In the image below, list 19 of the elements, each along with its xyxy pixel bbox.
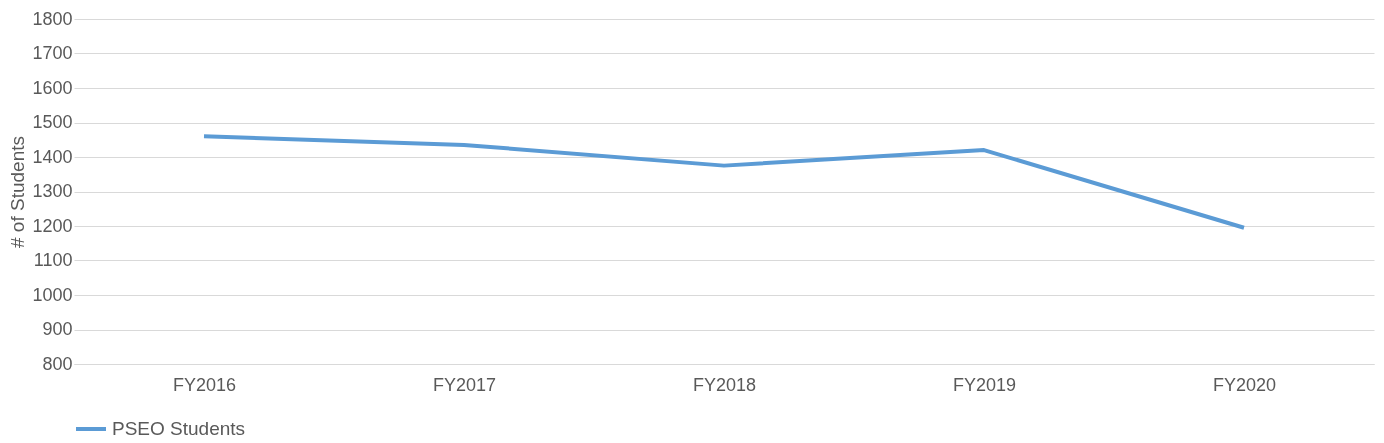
y-tick-label: 1800: [32, 8, 73, 29]
y-tick-label: 800: [42, 353, 73, 374]
y-tick-label: 1700: [32, 43, 73, 63]
x-tick-label: FY2018: [692, 374, 757, 395]
x-tick-label: FY2020: [1212, 374, 1277, 395]
y-tick-label: 1400: [32, 146, 73, 167]
y-tick-label: 1100: [33, 250, 73, 270]
legend-label: PSEO Students: [112, 418, 246, 439]
x-tick-label: FY2019: [952, 374, 1017, 395]
y-tick-label: 1500: [32, 112, 73, 132]
line-series: [202, 134, 1246, 230]
x-tick-label: FY2017: [432, 374, 497, 395]
y-tick-label: 1300: [32, 181, 73, 201]
y-tick-label: 1200: [32, 215, 73, 236]
y-tick-label: 900: [42, 319, 73, 339]
y-tick-label: 1600: [32, 77, 73, 98]
x-tick-label: FY2016: [172, 374, 237, 395]
y-tick-label: 1000: [32, 284, 73, 305]
y-axis-title: # of Students: [7, 136, 29, 248]
